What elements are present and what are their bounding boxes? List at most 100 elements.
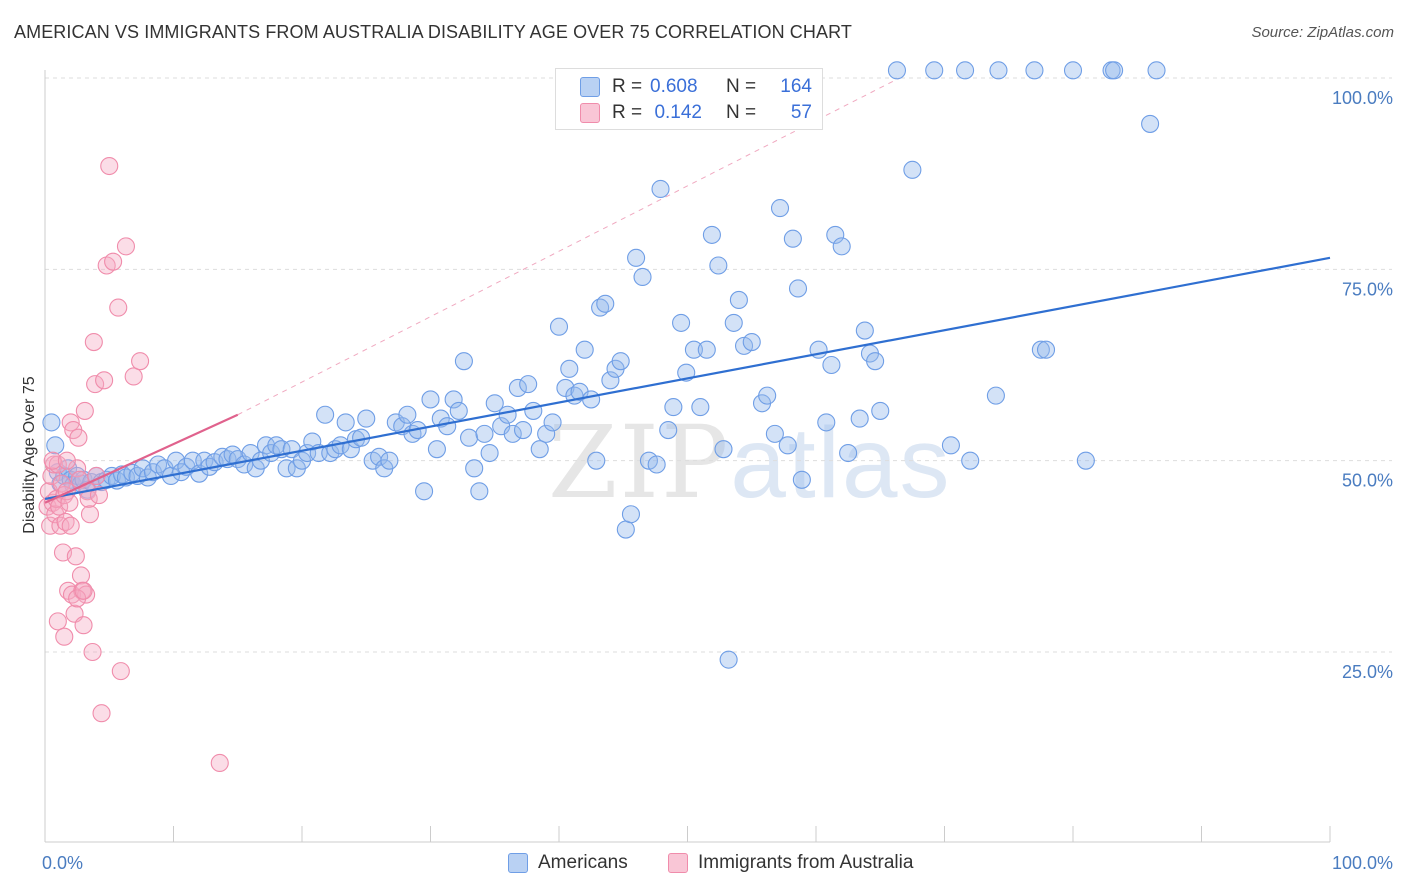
americans-point xyxy=(697,340,716,359)
americans-point xyxy=(601,371,620,390)
immigrants-swatch xyxy=(580,103,600,123)
immigrants-point xyxy=(92,704,111,723)
immigrants-point xyxy=(57,451,76,470)
americans-point xyxy=(778,436,797,455)
americans-point xyxy=(524,401,543,420)
americans-point xyxy=(560,359,579,378)
americans-point xyxy=(449,401,468,420)
immigrants-point xyxy=(131,352,150,371)
immigrants-points xyxy=(38,156,229,773)
americans-point xyxy=(438,417,457,436)
watermark-atlas: atlas xyxy=(730,407,952,519)
americans-point xyxy=(633,267,652,287)
americans-point xyxy=(316,405,335,424)
legend-n-label: N = xyxy=(726,76,757,97)
stats-legend: R = 0.608 N = 164 R = 0.142 N = 57 xyxy=(555,68,823,130)
americans-point xyxy=(925,61,944,80)
americans-point xyxy=(380,451,399,470)
americans-point xyxy=(765,424,784,443)
americans-point xyxy=(850,409,869,428)
immigrants-point xyxy=(48,612,67,631)
americans-point xyxy=(336,413,355,432)
americans-point xyxy=(537,424,556,443)
americans-point xyxy=(826,225,845,244)
americans-point xyxy=(956,61,975,80)
americans-point xyxy=(519,375,538,394)
americans-trend-line xyxy=(44,256,1331,501)
immigrants-point xyxy=(68,459,87,478)
legend-r-value: 0.608 xyxy=(650,76,698,97)
x-tick-label: 100.0% xyxy=(1332,853,1393,873)
americans-point xyxy=(709,256,728,275)
legend-n-value: 164 xyxy=(780,76,812,97)
americans-point xyxy=(46,436,65,455)
immigrants-point xyxy=(42,466,61,486)
americans-point xyxy=(702,225,721,244)
legend-r-label: R = xyxy=(612,102,643,123)
americans-point xyxy=(986,386,1005,405)
americans-point xyxy=(621,505,641,524)
americans-point xyxy=(357,409,376,428)
americans-point xyxy=(582,390,601,409)
americans-point xyxy=(508,378,527,398)
trend-lines xyxy=(44,256,1331,504)
americans-point xyxy=(742,332,761,352)
watermark-zip: ZIP xyxy=(548,404,731,521)
immigrants-point xyxy=(60,493,79,512)
americans-point xyxy=(714,440,733,459)
series-legend: Americans Immigrants from Australia xyxy=(0,852,1406,876)
immigrants-point xyxy=(111,662,130,681)
immigrants-point xyxy=(80,505,100,524)
americans-point xyxy=(465,459,484,478)
americans-point xyxy=(475,424,494,443)
immigrants-point xyxy=(109,298,128,317)
americans-point xyxy=(659,421,678,440)
americans-point xyxy=(719,650,738,669)
y-tick-label: 25.0% xyxy=(1342,662,1393,682)
americans-legend-swatch xyxy=(508,853,528,873)
legend-r-label: R = xyxy=(612,76,643,97)
americans-point xyxy=(42,413,61,432)
immigrants-point xyxy=(75,401,94,420)
americans-point xyxy=(1063,61,1083,80)
americans-point xyxy=(470,482,489,501)
trend-extension xyxy=(237,77,900,416)
immigrants-point xyxy=(69,428,88,447)
americans-point xyxy=(616,520,635,539)
americans-point xyxy=(444,390,463,409)
legend-row-americans: R = 0.608 N = 164 xyxy=(580,74,812,100)
americans-point xyxy=(303,432,322,451)
americans-point xyxy=(398,405,417,424)
americans-point xyxy=(758,386,777,405)
immigrants-trend-extension xyxy=(237,77,900,416)
zipatlas-watermark: ZIPatlas xyxy=(548,404,952,521)
americans-point xyxy=(587,451,606,470)
americans-point xyxy=(817,413,836,432)
legend-row-immigrants: R = 0.142 N = 57 xyxy=(580,100,812,126)
americans-point xyxy=(941,436,960,455)
americans-point xyxy=(684,340,703,359)
americans-point xyxy=(543,413,562,432)
immigrants-point xyxy=(55,627,74,646)
americans-point xyxy=(866,352,885,371)
americans-point xyxy=(989,61,1008,80)
immigrants-legend-swatch xyxy=(668,853,688,873)
americans-points xyxy=(42,61,1166,669)
immigrants-point xyxy=(89,486,109,505)
americans-point xyxy=(498,405,517,424)
americans-point xyxy=(627,248,646,267)
americans-point xyxy=(485,394,504,413)
americans-point xyxy=(370,447,389,466)
americans-point xyxy=(832,237,851,256)
americans-point xyxy=(480,443,499,463)
americans-point xyxy=(421,390,440,409)
tick-labels: 25.0% 50.0% 75.0% 100.0% 0.0% 100.0% xyxy=(42,88,1393,873)
americans-point xyxy=(1141,114,1160,133)
legend-item-americans: Americans xyxy=(508,852,628,874)
americans-point xyxy=(1031,340,1050,359)
americans-point xyxy=(1025,61,1044,80)
americans-point xyxy=(503,424,522,443)
americans-point xyxy=(133,459,152,478)
legend-n-value: 57 xyxy=(790,102,812,123)
